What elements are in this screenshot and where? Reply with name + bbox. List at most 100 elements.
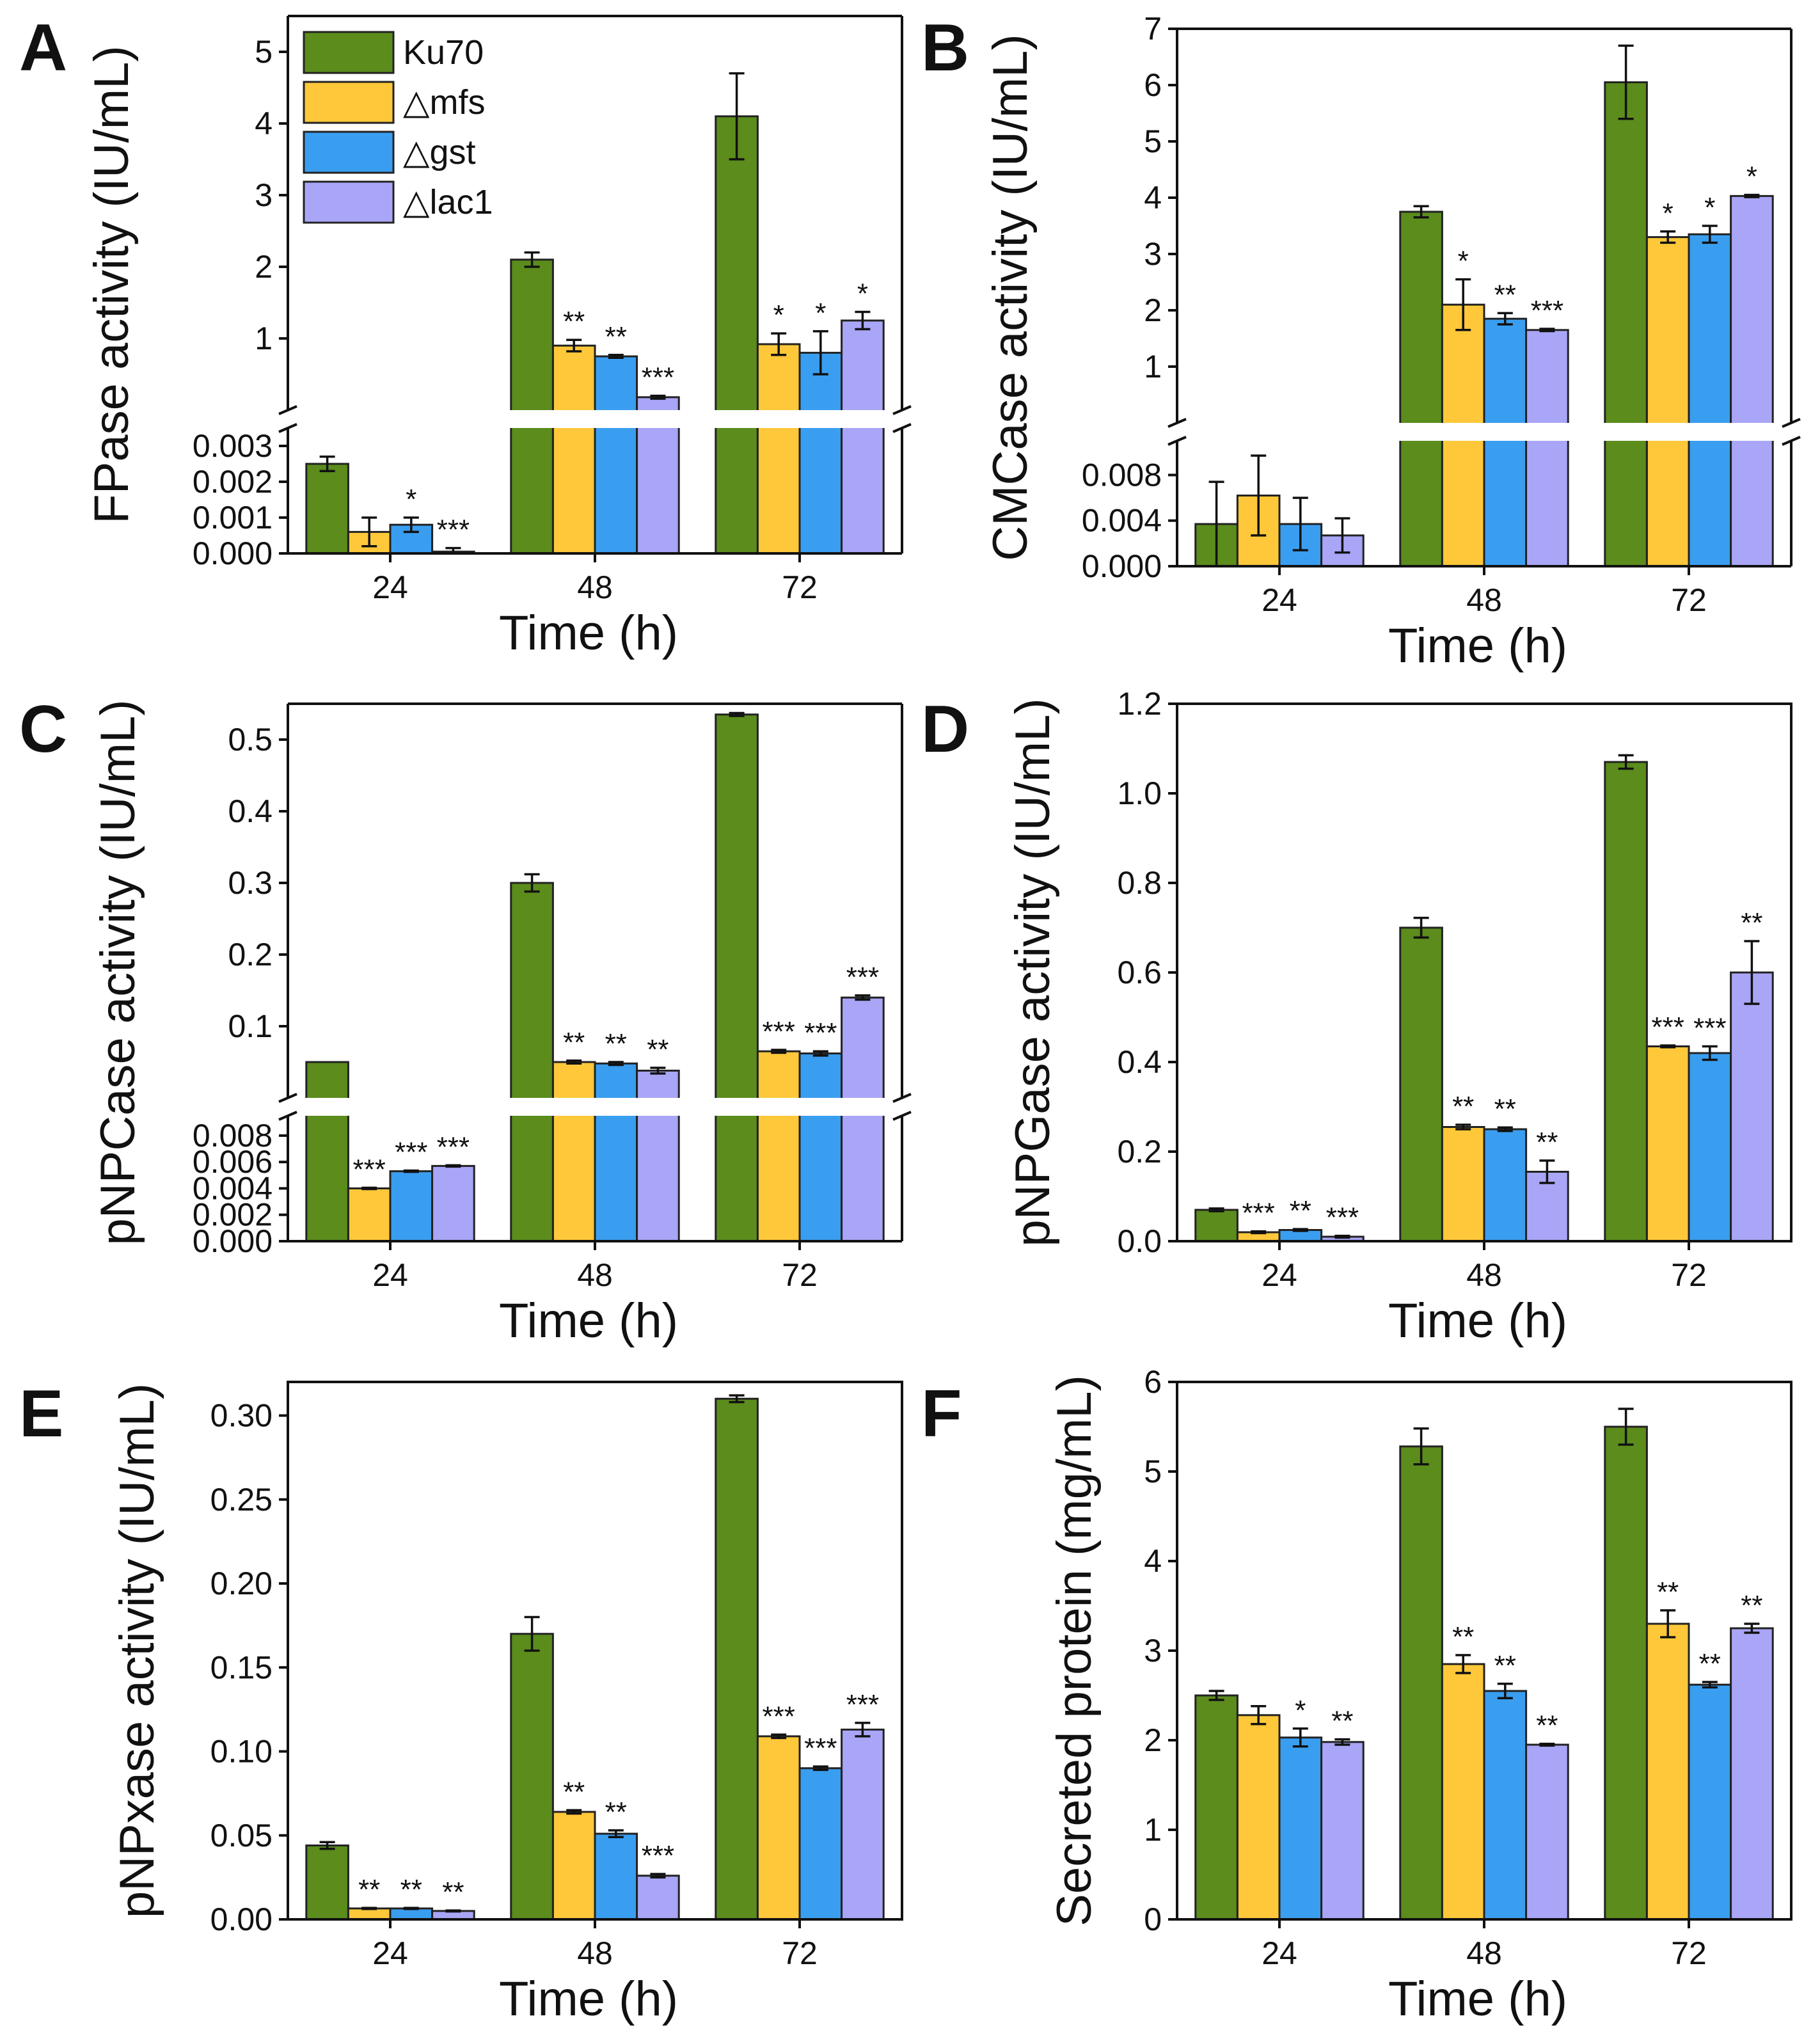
bar-Ku70-72 xyxy=(1604,81,1648,567)
bar-lac1-72 xyxy=(841,1728,885,1921)
y-tick-label: 4 xyxy=(255,106,273,141)
legend-label-lac1: △lac1 xyxy=(403,183,493,221)
y-tick-label: 0.002 xyxy=(193,464,273,500)
y-axis-title: pNPGase activity (IU/mL) xyxy=(1006,698,1060,1246)
significance-label: *** xyxy=(763,1016,795,1047)
bar-lac1-72 xyxy=(1730,194,1774,567)
panel-letter: B xyxy=(921,11,969,85)
y-tick-label: 0.4 xyxy=(1117,1044,1162,1080)
y-tick-label: 1.2 xyxy=(1117,686,1162,722)
significance-label: ** xyxy=(1494,1093,1516,1125)
significance-label: ** xyxy=(605,1028,627,1059)
significance-label: * xyxy=(1295,1695,1306,1726)
panel-letter: D xyxy=(921,692,969,766)
significance-label: *** xyxy=(1652,1012,1684,1043)
significance-label: *** xyxy=(642,1840,674,1871)
bar-lac1-72 xyxy=(1730,1627,1774,1921)
significance-label: ** xyxy=(563,306,585,337)
bar-mfs-48 xyxy=(1441,1126,1485,1242)
x-axis-title: Time (h) xyxy=(1388,1972,1567,2026)
y-tick-label: 0.2 xyxy=(1117,1134,1162,1170)
y-tick-label: 0.3 xyxy=(228,865,273,901)
bar-gst-24 xyxy=(1278,1736,1323,1921)
y-tick-label: 5 xyxy=(1144,123,1162,159)
significance-label: *** xyxy=(846,962,879,993)
significance-label: ** xyxy=(400,1874,422,1905)
x-tick-label: 24 xyxy=(1262,582,1297,618)
axis-break-band xyxy=(279,410,911,428)
legend-label-mfs: △mfs xyxy=(403,83,486,122)
panel-c: C***** ******** ***********0.0000.0020.004… xyxy=(19,692,912,1348)
legend-swatch-lac1 xyxy=(303,180,395,224)
y-axis-title: CMCase activity (IU/mL) xyxy=(983,34,1038,560)
y-tick-label: 4 xyxy=(1144,180,1162,216)
significance-label: ** xyxy=(1452,1091,1474,1122)
y-tick-label: 7 xyxy=(1144,11,1162,47)
y-tick-label: 4 xyxy=(1144,1543,1162,1579)
significance-label: ** xyxy=(1536,1127,1558,1158)
bar-Ku70-24 xyxy=(305,1061,349,1242)
y-tick-label: 0.8 xyxy=(1117,865,1162,901)
y-tick-label: 0.008 xyxy=(1082,457,1162,493)
y-tick-label: 6 xyxy=(1144,67,1162,103)
y-tick-label: 0.4 xyxy=(228,793,273,829)
bar-lac1-48 xyxy=(1525,329,1569,567)
significance-label: ** xyxy=(1452,1621,1474,1653)
significance-label: * xyxy=(1458,246,1469,277)
y-tick-label: 5 xyxy=(255,34,273,70)
bar-Ku70-48 xyxy=(510,258,554,555)
bar-gst-72 xyxy=(1688,1683,1732,1921)
bar-gst-48 xyxy=(594,355,638,555)
significance-label: ** xyxy=(442,1876,464,1908)
y-tick-label: 3 xyxy=(255,177,273,213)
significance-label: * xyxy=(857,278,868,310)
significance-label: * xyxy=(406,484,416,515)
y-tick-label: 0.004 xyxy=(1082,503,1162,539)
y-tick-label: 3 xyxy=(1144,236,1162,272)
bar-Ku70-48 xyxy=(1399,1445,1443,1921)
bar-mfs-48 xyxy=(551,1061,596,1242)
y-tick-label: 0.5 xyxy=(228,722,273,758)
y-axis-title: pNPCase activity (IU/mL) xyxy=(91,699,145,1245)
x-tick-label: 48 xyxy=(577,1257,613,1293)
significance-label: ** xyxy=(1699,1648,1721,1679)
significance-label: *** xyxy=(353,1154,386,1185)
axis-break-band xyxy=(1168,423,1800,441)
bar-mfs-72 xyxy=(1645,236,1690,567)
bar-Ku70-24 xyxy=(1194,1694,1238,1921)
x-tick-label: 24 xyxy=(372,1257,408,1293)
bar-gst-72 xyxy=(1688,1052,1732,1242)
bar-Ku70-48 xyxy=(510,882,554,1242)
y-tick-label: 1 xyxy=(255,321,273,356)
bar-gst-72 xyxy=(1688,233,1732,567)
significance-label: * xyxy=(1663,198,1674,229)
y-tick-label: 0.008 xyxy=(193,1118,273,1154)
x-axis-title: Time (h) xyxy=(1388,619,1567,673)
panel-letter: A xyxy=(19,11,67,85)
significance-label: ** xyxy=(1741,1590,1762,1621)
significance-label: ** xyxy=(1536,1710,1558,1741)
x-tick-label: 72 xyxy=(782,1257,818,1293)
y-tick-label: 0.20 xyxy=(210,1566,273,1601)
significance-label: *** xyxy=(846,1689,879,1720)
significance-label: ** xyxy=(605,321,627,353)
y-tick-label: 0.15 xyxy=(210,1649,273,1685)
bar-mfs-24 xyxy=(347,1907,392,1921)
y-tick-label: 0.30 xyxy=(210,1398,273,1434)
bar-lac1-24 xyxy=(1320,1741,1365,1921)
y-tick-label: 0.000 xyxy=(1082,548,1162,584)
x-tick-label: 72 xyxy=(782,569,818,605)
bar-mfs-72 xyxy=(756,1735,801,1921)
bar-lac1-48 xyxy=(636,1875,680,1921)
significance-label: *** xyxy=(1693,1013,1726,1044)
significance-label: * xyxy=(1746,161,1757,193)
panel-letter: E xyxy=(19,1377,63,1451)
bar-Ku70-48 xyxy=(510,1633,554,1921)
bar-lac1-48 xyxy=(636,1069,680,1242)
bar-Ku70-24 xyxy=(305,463,349,555)
panel-letter: F xyxy=(921,1377,962,1451)
bar-mfs-48 xyxy=(551,344,596,555)
legend-label-Ku70: Ku70 xyxy=(403,33,484,72)
x-tick-label: 48 xyxy=(577,569,613,605)
bar-Ku70-48 xyxy=(1399,210,1443,567)
